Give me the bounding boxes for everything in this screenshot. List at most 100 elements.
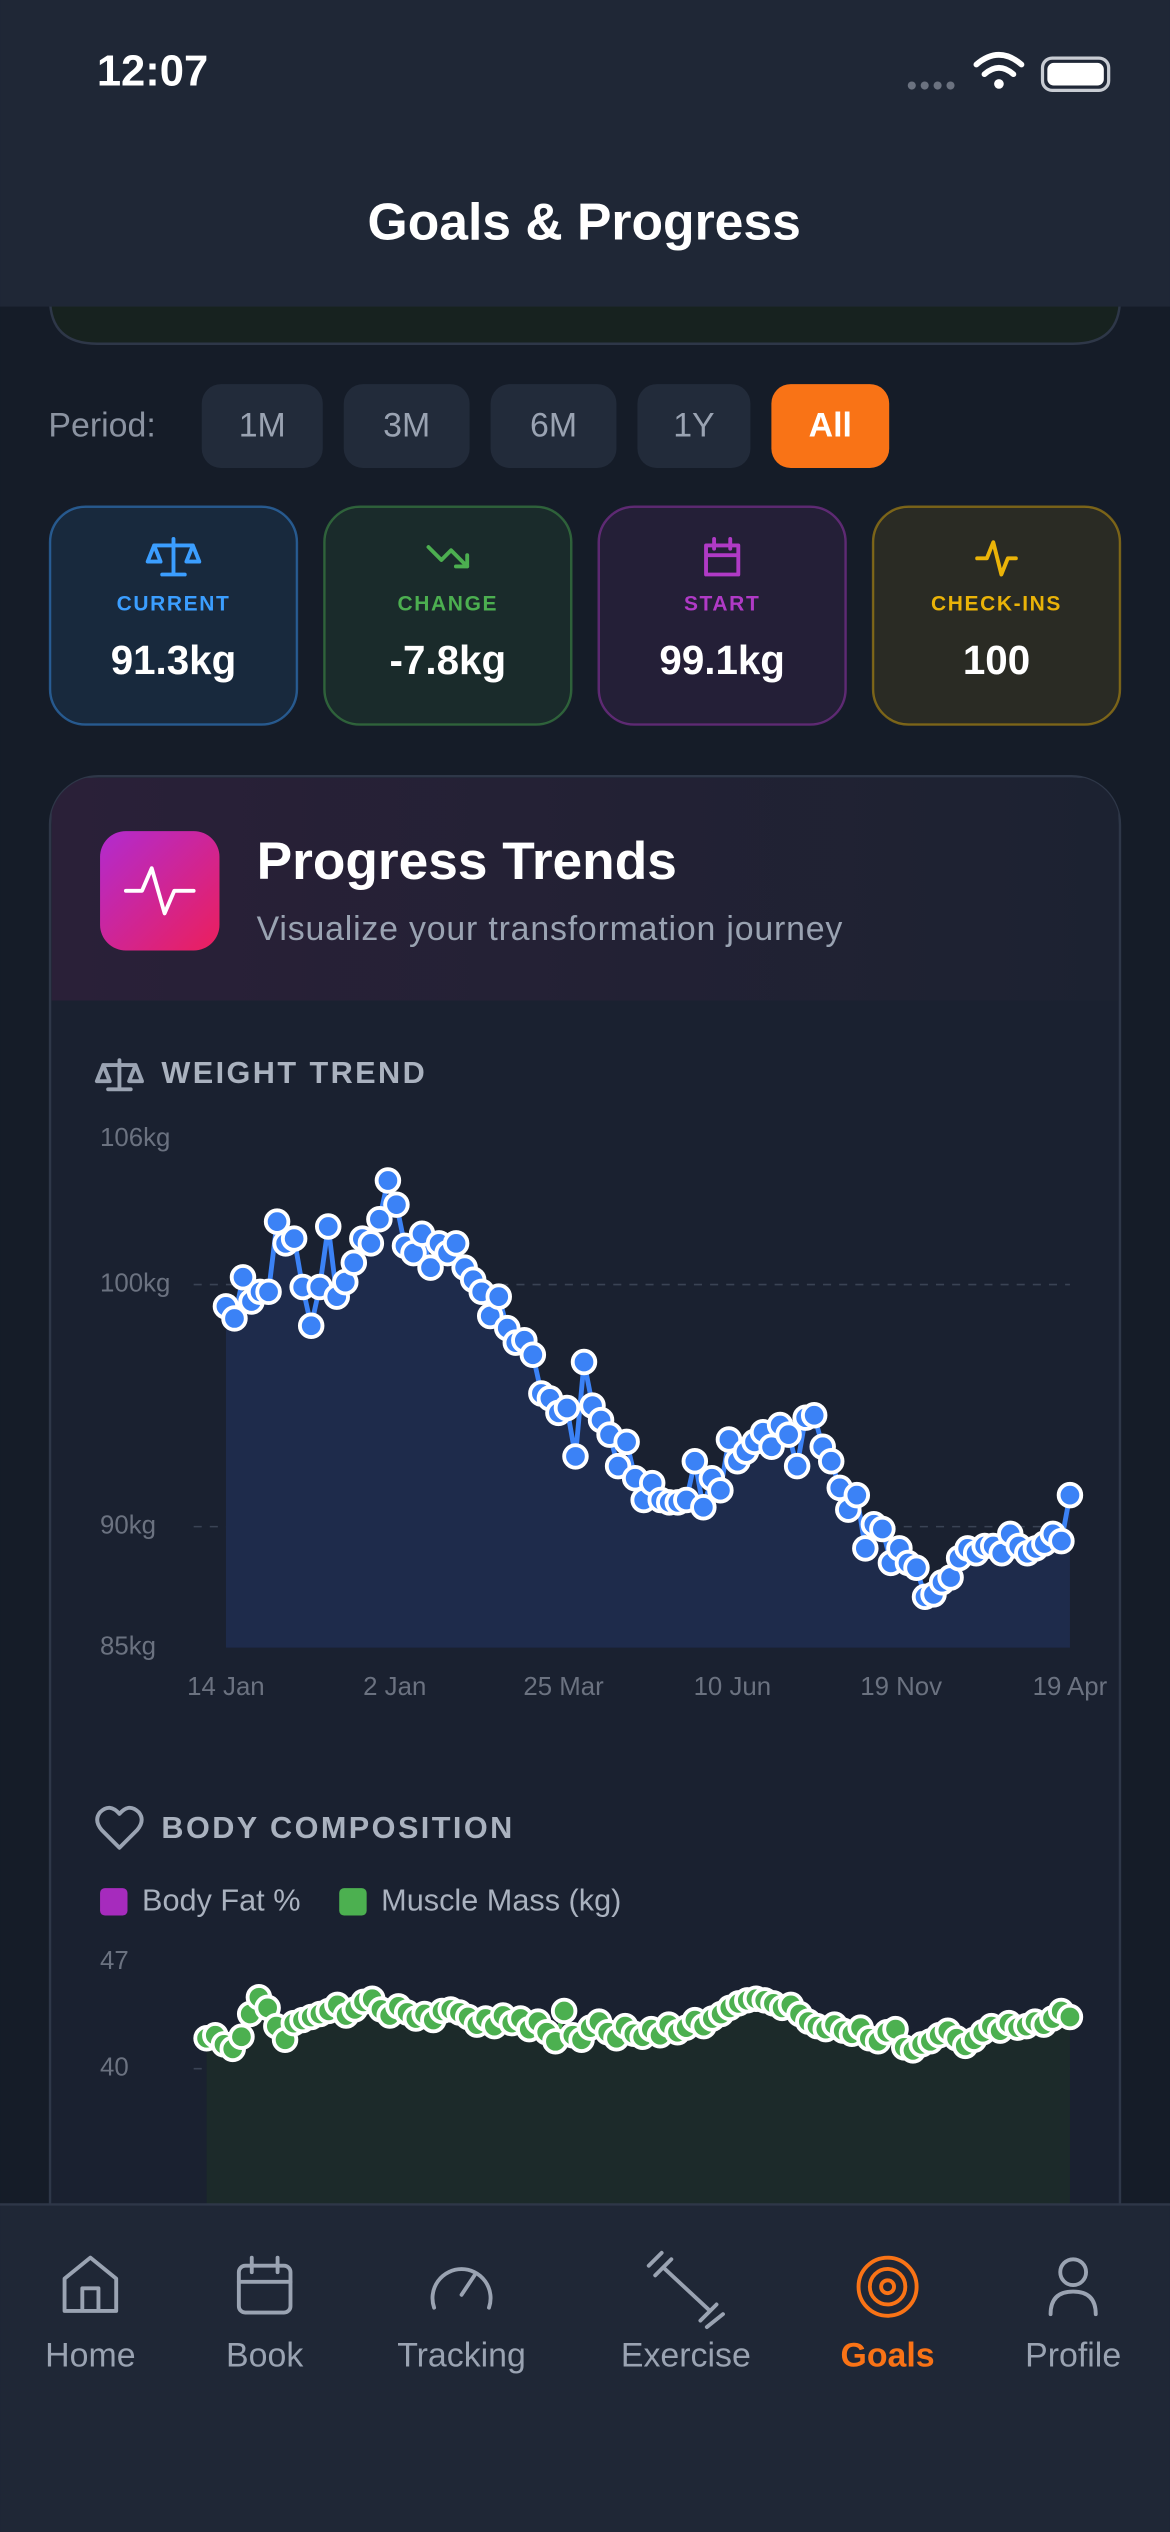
stat-value: 91.3kg bbox=[111, 637, 237, 683]
stat-card bbox=[48, 505, 299, 726]
nav-labels: Home Book Tracking Exercise Goals Profile bbox=[45, 2337, 1121, 2375]
x-tick-label: 10 Jun bbox=[694, 1673, 772, 1701]
nav-label[interactable]: Home bbox=[45, 2337, 135, 2375]
data-point bbox=[903, 1554, 930, 1582]
period-button[interactable] bbox=[490, 384, 617, 468]
data-point bbox=[570, 1348, 598, 1376]
bottom-nav bbox=[0, 2204, 1170, 2532]
data-point bbox=[366, 1205, 393, 1233]
data-point bbox=[263, 1208, 291, 1235]
trends-subtitle: Visualize your transformation journey bbox=[257, 910, 844, 948]
nav-label[interactable]: Exercise bbox=[621, 2337, 751, 2375]
y-tick-label: 90kg bbox=[100, 1511, 156, 1539]
status-icons bbox=[907, 52, 1111, 92]
trends-title: Progress Trends bbox=[257, 832, 677, 891]
data-point bbox=[553, 1394, 581, 1422]
stat-label: CHECK-INS bbox=[931, 593, 1062, 616]
stat-label: CURRENT bbox=[117, 593, 231, 616]
data-point bbox=[800, 1402, 828, 1429]
period-button[interactable] bbox=[771, 384, 890, 468]
stat-value: -7.8kg bbox=[390, 637, 507, 683]
legend-label: Body Fat % bbox=[142, 1884, 300, 1918]
area-fill bbox=[225, 1180, 1070, 1648]
exercise-icon bbox=[646, 2250, 725, 2329]
data-point bbox=[442, 1230, 470, 1257]
data-point bbox=[1048, 1527, 1075, 1555]
stat-icon bbox=[704, 537, 741, 577]
header-bar bbox=[0, 0, 1170, 307]
data-point bbox=[843, 1481, 871, 1509]
data-point bbox=[1056, 1481, 1084, 1509]
stat-icon bbox=[145, 537, 202, 577]
stat-card bbox=[323, 505, 573, 726]
data-point bbox=[280, 1225, 308, 1252]
weight-chart-title: WEIGHT TREND bbox=[161, 1056, 427, 1090]
x-tick-label: 19 Apr bbox=[1033, 1673, 1108, 1701]
data-point bbox=[681, 1448, 709, 1475]
x-tick-label: 2 Jan bbox=[363, 1673, 426, 1701]
data-point bbox=[340, 1249, 368, 1277]
legend-swatch bbox=[339, 1888, 367, 1916]
y-tick-label: 47 bbox=[100, 1947, 129, 1975]
data-point bbox=[315, 1213, 342, 1240]
nav-label[interactable]: Tracking bbox=[397, 2337, 526, 2375]
data-point bbox=[1056, 2003, 1084, 2031]
period-button[interactable] bbox=[637, 384, 751, 468]
data-point bbox=[707, 1477, 734, 1504]
data-point bbox=[229, 1264, 257, 1291]
y-tick-label: 40 bbox=[100, 2053, 129, 2081]
pulse-icon bbox=[123, 866, 196, 916]
stat-label: START bbox=[684, 593, 760, 616]
data-point bbox=[775, 1421, 802, 1448]
data-point bbox=[255, 1278, 282, 1306]
data-point bbox=[357, 1230, 385, 1257]
stat-label: CHANGE bbox=[398, 593, 499, 616]
y-tick-label: 106kg bbox=[100, 1124, 170, 1152]
y-tick-label: 100kg bbox=[100, 1269, 170, 1297]
x-tick-label: 19 Nov bbox=[860, 1673, 942, 1701]
book-icon bbox=[236, 2255, 293, 2315]
stat-icon bbox=[426, 545, 470, 569]
period-selector: 1M 3M 6M 1Y All bbox=[201, 384, 890, 468]
nav-label[interactable]: Profile bbox=[1025, 2337, 1121, 2375]
data-point bbox=[852, 1535, 879, 1562]
data-point bbox=[221, 1305, 248, 1332]
x-tick-label: 25 Mar bbox=[523, 1673, 604, 1701]
goals-icon bbox=[856, 2255, 919, 2318]
data-point bbox=[817, 1448, 845, 1475]
data-point bbox=[783, 1452, 811, 1480]
nav-label[interactable]: Goals bbox=[841, 2337, 935, 2375]
data-point bbox=[562, 1443, 589, 1470]
period-option: 1Y bbox=[673, 407, 714, 445]
profile-icon bbox=[1048, 2257, 1098, 2317]
scale-icon bbox=[94, 1058, 144, 1092]
period-button[interactable] bbox=[343, 384, 470, 468]
data-point bbox=[519, 1341, 547, 1368]
nav-label[interactable]: Book bbox=[226, 2337, 303, 2375]
stat-card bbox=[597, 505, 847, 726]
tracking-icon bbox=[430, 2267, 493, 2310]
data-point bbox=[417, 1254, 444, 1281]
period-label: Period: bbox=[48, 407, 155, 445]
period-option: 6M bbox=[530, 407, 577, 445]
stat-value: 99.1kg bbox=[659, 637, 785, 683]
composition-chart-title: BODY COMPOSITION bbox=[161, 1811, 514, 1845]
data-point bbox=[374, 1167, 402, 1194]
data-point bbox=[228, 2023, 255, 2050]
data-point bbox=[690, 1494, 717, 1521]
period-option: All bbox=[809, 407, 852, 445]
stat-cards: CURRENT 91.3kg CHANGE -7.8kg START 99.1kg CHEC… bbox=[48, 505, 1122, 726]
period-button[interactable] bbox=[201, 384, 323, 468]
stat-icon bbox=[975, 540, 1018, 577]
stat-value: 100 bbox=[963, 637, 1030, 683]
legend-swatch bbox=[100, 1888, 128, 1916]
legend-label: Muscle Mass (kg) bbox=[381, 1884, 621, 1918]
heart-icon bbox=[95, 1805, 144, 1850]
home-icon bbox=[62, 2255, 119, 2313]
x-tick-label: 14 Jan bbox=[187, 1673, 265, 1701]
y-tick-label: 85kg bbox=[100, 1632, 156, 1660]
period-option: 3M bbox=[383, 407, 430, 445]
header-title: Goals & Progress bbox=[368, 193, 801, 251]
